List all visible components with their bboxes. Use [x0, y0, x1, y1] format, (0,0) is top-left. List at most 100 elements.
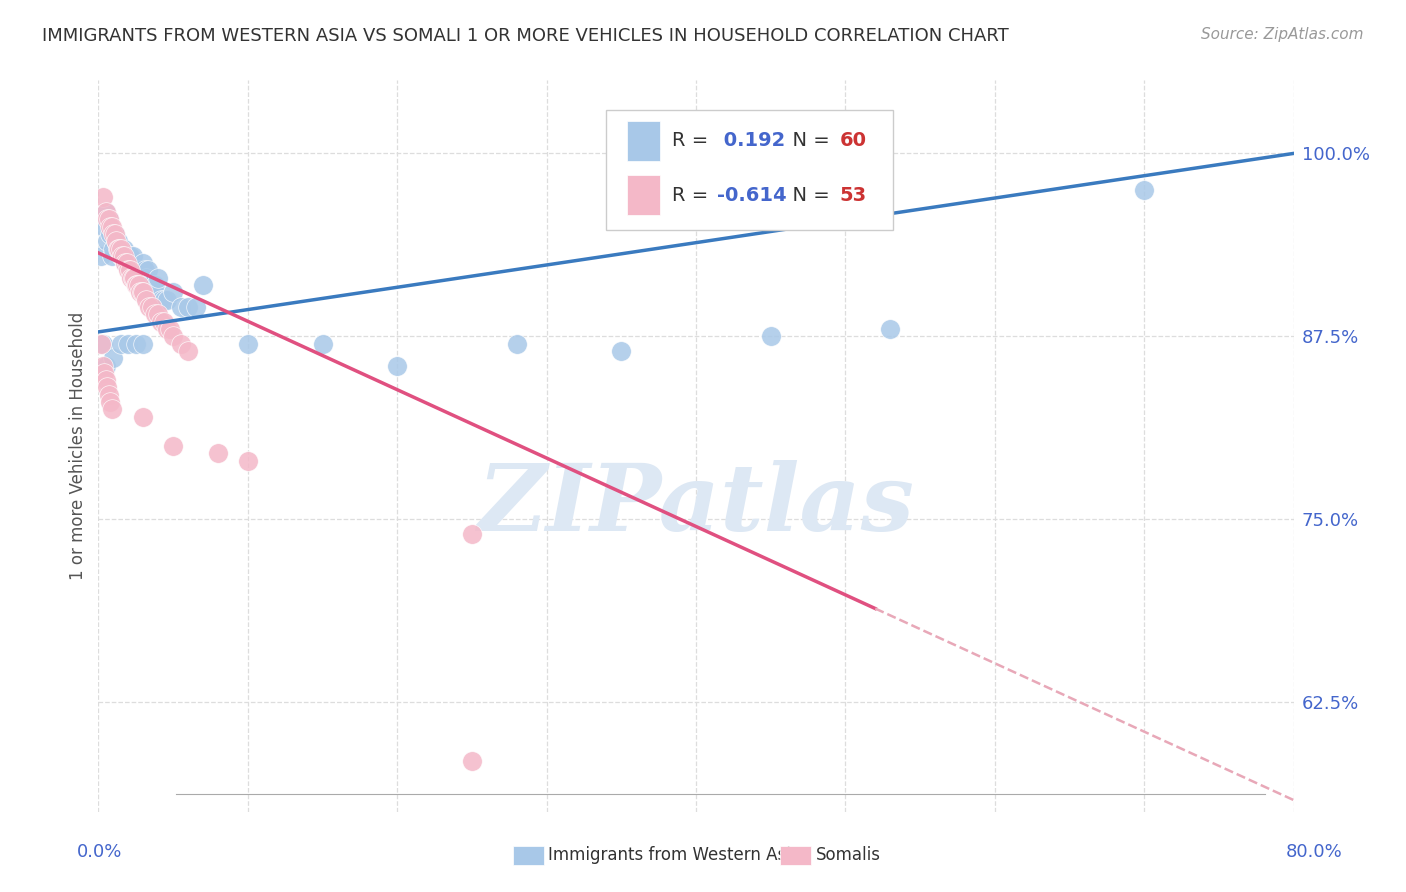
Point	[128, 263, 150, 277]
Point	[162, 329, 184, 343]
Point	[107, 242, 129, 256]
Point	[127, 278, 149, 293]
Point	[91, 190, 114, 204]
Point	[759, 329, 782, 343]
Point	[134, 263, 156, 277]
Point	[191, 278, 214, 293]
Point	[311, 336, 333, 351]
Point	[177, 300, 200, 314]
Point	[142, 285, 165, 300]
Point	[103, 351, 125, 366]
Point	[138, 278, 160, 293]
Point	[97, 212, 120, 227]
Point	[94, 373, 117, 387]
Text: R =: R =	[672, 131, 714, 150]
Point	[131, 285, 153, 300]
Point	[101, 219, 124, 234]
Text: 53: 53	[839, 186, 866, 204]
Point	[121, 249, 143, 263]
Point	[135, 270, 157, 285]
Point	[118, 249, 141, 263]
Text: N =: N =	[780, 186, 835, 204]
Point	[132, 409, 155, 424]
Point	[127, 263, 149, 277]
Y-axis label: 1 or more Vehicles in Household: 1 or more Vehicles in Household	[69, 312, 87, 580]
Point	[148, 307, 170, 321]
Text: R =: R =	[672, 186, 714, 204]
Point	[143, 278, 166, 293]
Point	[117, 263, 139, 277]
Point	[506, 336, 529, 351]
Point	[91, 336, 114, 351]
Point	[96, 212, 118, 227]
Point	[125, 336, 148, 351]
Point	[94, 205, 117, 219]
Point	[96, 380, 118, 394]
Point	[90, 249, 112, 263]
Point	[139, 278, 162, 293]
Point	[124, 263, 146, 277]
Point	[103, 227, 125, 241]
Point	[110, 249, 132, 263]
Point	[120, 263, 142, 277]
Point	[138, 300, 160, 314]
Text: Immigrants from Western Asia: Immigrants from Western Asia	[548, 847, 801, 864]
Point	[135, 293, 157, 307]
Point	[143, 307, 166, 321]
Point	[97, 212, 120, 227]
Point	[117, 249, 139, 263]
Point	[385, 359, 409, 373]
Point	[96, 234, 118, 248]
Point	[461, 754, 484, 768]
Point	[125, 278, 148, 293]
Point	[93, 366, 115, 380]
Text: Somalis: Somalis	[815, 847, 880, 864]
Point	[156, 293, 179, 307]
Text: 60: 60	[839, 131, 866, 150]
Point	[150, 315, 173, 329]
Point	[93, 219, 115, 234]
Text: 80.0%: 80.0%	[1286, 843, 1343, 861]
FancyBboxPatch shape	[606, 110, 893, 230]
Point	[107, 234, 129, 248]
Point	[879, 322, 901, 336]
Point	[98, 395, 122, 409]
Point	[105, 234, 128, 248]
Point	[112, 249, 135, 263]
Point	[150, 293, 173, 307]
Point	[129, 263, 152, 277]
Point	[90, 336, 112, 351]
Point	[129, 285, 152, 300]
Point	[108, 242, 131, 256]
Point	[105, 234, 128, 248]
Point	[153, 293, 176, 307]
Text: 0.0%: 0.0%	[77, 843, 122, 861]
Point	[125, 263, 148, 277]
Point	[148, 270, 170, 285]
Point	[121, 270, 143, 285]
Point	[159, 322, 181, 336]
Point	[117, 336, 139, 351]
Point	[118, 263, 141, 277]
Point	[124, 270, 146, 285]
Point	[114, 256, 136, 270]
Point	[104, 227, 127, 241]
Point	[91, 359, 114, 373]
Point	[177, 343, 200, 358]
FancyBboxPatch shape	[627, 175, 661, 215]
Point	[103, 242, 125, 256]
Text: Source: ZipAtlas.com: Source: ZipAtlas.com	[1201, 27, 1364, 42]
Point	[169, 300, 191, 314]
Point	[114, 256, 136, 270]
Text: -0.614: -0.614	[717, 186, 787, 204]
Point	[98, 219, 122, 234]
Point	[236, 453, 259, 467]
Point	[110, 336, 132, 351]
Point	[610, 343, 633, 358]
Text: IMMIGRANTS FROM WESTERN ASIA VS SOMALI 1 OR MORE VEHICLES IN HOUSEHOLD CORRELATI: IMMIGRANTS FROM WESTERN ASIA VS SOMALI 1…	[42, 27, 1010, 45]
Point	[153, 315, 176, 329]
Point	[94, 359, 117, 373]
Point	[128, 278, 150, 293]
Point	[120, 270, 142, 285]
Point	[1133, 183, 1156, 197]
